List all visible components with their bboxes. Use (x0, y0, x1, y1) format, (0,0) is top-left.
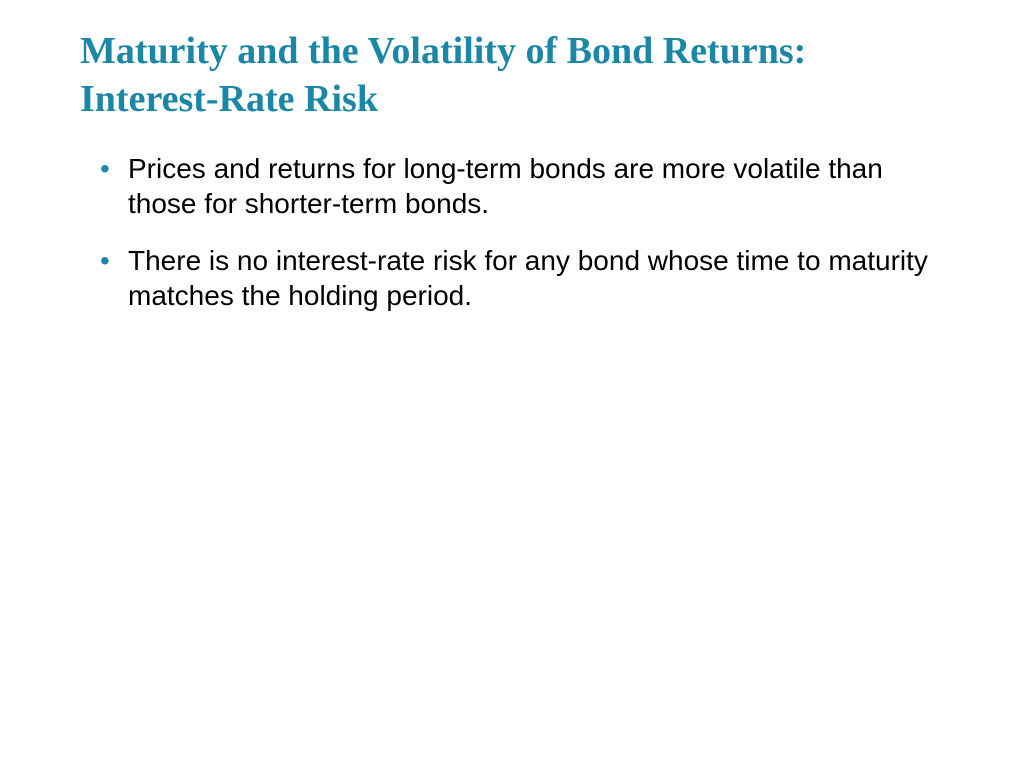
slide-title: Maturity and the Volatility of Bond Retu… (80, 28, 944, 123)
bullet-item: There is no interest-rate risk for any b… (100, 243, 944, 313)
bullet-list: Prices and returns for long-term bonds a… (80, 151, 944, 313)
bullet-item: Prices and returns for long-term bonds a… (100, 151, 944, 221)
